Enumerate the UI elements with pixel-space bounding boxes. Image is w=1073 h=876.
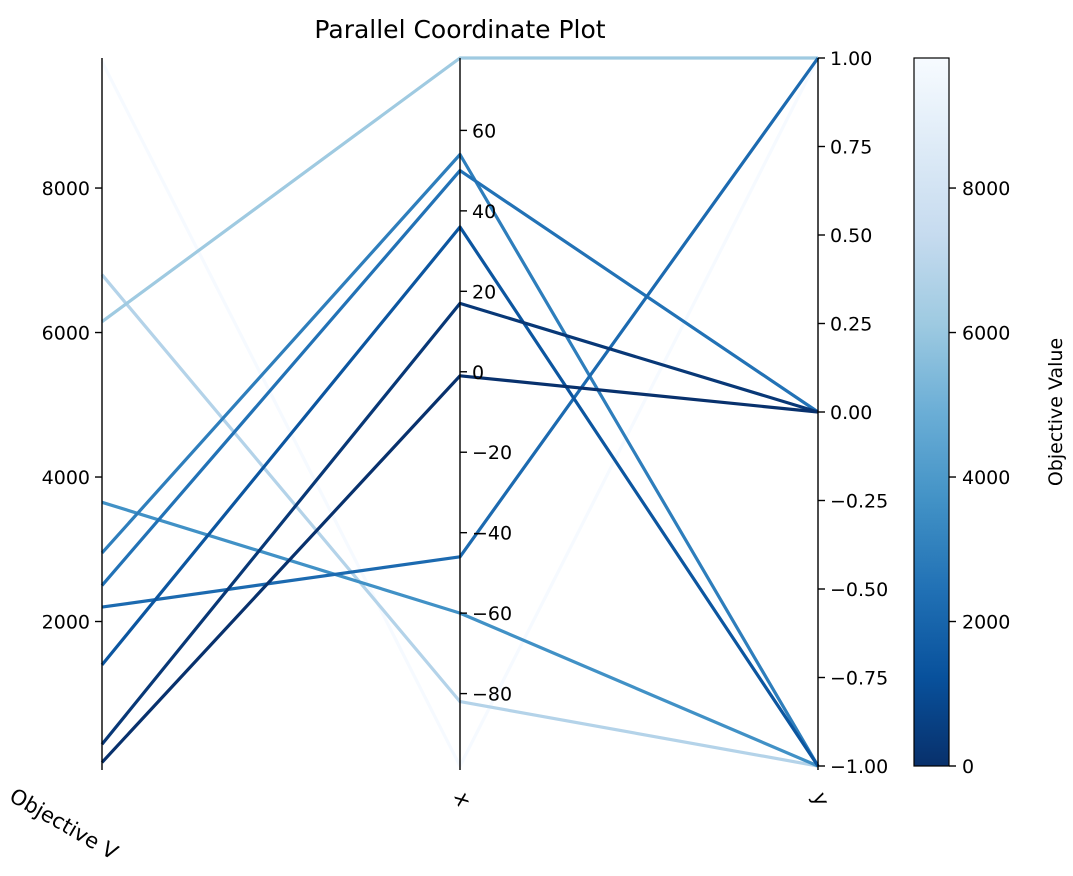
axis-tick-label: 60 — [472, 120, 496, 142]
axis-tick-label: 0.50 — [830, 225, 872, 247]
axis-tick-label: 20 — [472, 281, 496, 303]
colorbar-tick-label: 2000 — [962, 612, 1010, 634]
axis-tick-label: −1.00 — [830, 756, 888, 778]
axis-tick-label: 0.75 — [830, 137, 872, 159]
axis-tick-label: 0.25 — [830, 314, 872, 336]
axis-name-label: y — [807, 789, 834, 810]
colorbar-label: Objective Value — [1045, 338, 1067, 486]
axis-tick-label: −0.50 — [830, 579, 888, 601]
colorbar-tick-label: 8000 — [962, 178, 1010, 200]
colorbar: 0 2000 4000 6000 8000 Objective Value — [913, 57, 1067, 778]
colorbar-tick-label: 0 — [962, 756, 974, 778]
axis-tick-label: 0.00 — [830, 402, 872, 424]
colorbar-gradient — [913, 57, 950, 767]
axis-tick-label: −80 — [472, 684, 512, 706]
axis-tick-label: −20 — [472, 442, 512, 464]
axis-tick-label: 40 — [472, 201, 496, 223]
colorbar-ticks: 0 2000 4000 6000 8000 — [949, 178, 1010, 778]
colorbar-tick-label: 4000 — [962, 467, 1010, 489]
axis-name-label: x — [449, 789, 476, 810]
axis-tick-label: 4000 — [42, 467, 90, 489]
axis-tick-label: 2000 — [42, 612, 90, 634]
axis-tick-label: 0 — [472, 362, 484, 384]
axis-name-label: Objective V — [6, 784, 123, 865]
axis-tick-label: −0.25 — [830, 491, 888, 513]
axis-tick-label: 6000 — [42, 323, 90, 345]
axis-tick-label: −40 — [472, 523, 512, 545]
colorbar-tick-label: 6000 — [962, 323, 1010, 345]
axis-tick-label: 1.00 — [830, 48, 872, 70]
axis-tick-label: 8000 — [42, 178, 90, 200]
axis-tick-label: −60 — [472, 603, 512, 625]
chart-title: Parallel Coordinate Plot — [314, 15, 605, 44]
axis-tick-label: −0.75 — [830, 668, 888, 690]
